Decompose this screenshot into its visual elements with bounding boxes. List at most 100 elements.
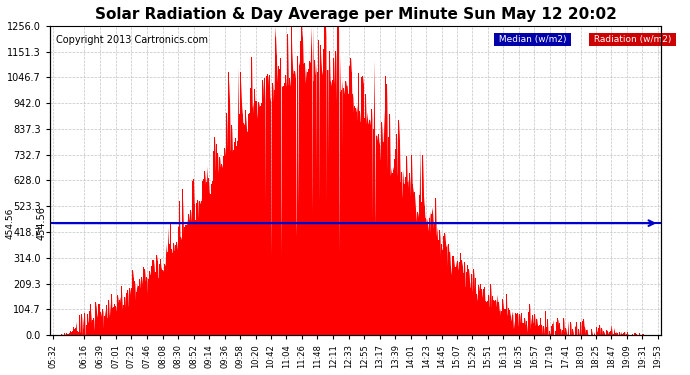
Bar — [279, 69, 280, 335]
Bar — [273, 101, 274, 335]
Bar — [368, 118, 369, 335]
Bar — [253, 117, 254, 335]
Bar — [206, 166, 207, 335]
Bar — [425, 218, 426, 335]
Bar — [386, 84, 387, 335]
Bar — [189, 220, 190, 335]
Bar — [288, 254, 289, 335]
Bar — [407, 182, 408, 335]
Bar — [457, 261, 458, 335]
Bar — [105, 309, 106, 335]
Bar — [534, 314, 535, 335]
Bar — [96, 312, 97, 335]
Bar — [454, 268, 455, 335]
Bar — [153, 260, 155, 335]
Bar — [264, 78, 265, 335]
Bar — [475, 298, 476, 335]
Bar — [132, 270, 133, 335]
Bar — [456, 271, 457, 335]
Bar — [167, 252, 168, 335]
Bar — [98, 304, 99, 335]
Bar — [203, 179, 204, 335]
Bar — [163, 270, 164, 335]
Bar — [318, 40, 319, 335]
Bar — [162, 270, 163, 335]
Bar — [319, 45, 321, 335]
Bar — [369, 120, 370, 335]
Bar — [354, 106, 355, 335]
Bar — [529, 304, 530, 335]
Bar — [408, 190, 409, 335]
Bar — [448, 253, 449, 335]
Bar — [69, 333, 70, 335]
Bar — [229, 103, 230, 335]
Bar — [520, 323, 521, 335]
Bar — [580, 322, 581, 335]
Bar — [208, 191, 210, 335]
Bar — [518, 326, 519, 335]
Bar — [216, 144, 217, 335]
Text: 454.56: 454.56 — [6, 207, 14, 239]
Bar — [231, 125, 232, 335]
Bar — [357, 128, 358, 335]
Bar — [419, 195, 420, 335]
Bar — [250, 88, 251, 335]
Bar — [398, 120, 399, 335]
Bar — [171, 249, 172, 335]
Bar — [526, 327, 527, 335]
Bar — [137, 289, 138, 335]
Bar — [403, 169, 404, 335]
Bar — [128, 307, 129, 335]
Bar — [125, 308, 126, 335]
Bar — [376, 134, 377, 335]
Bar — [480, 298, 481, 335]
Bar — [578, 330, 579, 335]
Bar — [81, 315, 82, 335]
Bar — [227, 149, 228, 335]
Bar — [190, 210, 191, 335]
Bar — [594, 334, 595, 335]
Bar — [282, 87, 283, 335]
Bar — [642, 334, 643, 335]
Bar — [634, 333, 635, 335]
Bar — [510, 316, 511, 335]
Bar — [164, 264, 165, 335]
Bar — [278, 66, 279, 335]
Bar — [440, 256, 441, 335]
Bar — [264, 100, 266, 335]
Bar — [380, 160, 381, 335]
Bar — [224, 148, 225, 335]
Bar — [415, 213, 416, 335]
Bar — [111, 294, 112, 335]
Bar — [118, 303, 119, 335]
Bar — [127, 290, 128, 335]
Bar — [328, 186, 329, 335]
Bar — [256, 101, 257, 335]
Bar — [316, 198, 317, 335]
Bar — [514, 320, 515, 335]
Bar — [266, 76, 267, 335]
Bar — [333, 58, 334, 335]
Bar — [532, 315, 533, 335]
Bar — [295, 78, 296, 335]
Bar — [570, 326, 571, 335]
Bar — [609, 332, 610, 335]
Bar — [325, 46, 326, 335]
Bar — [608, 334, 609, 335]
Bar — [289, 78, 290, 335]
Bar — [269, 75, 270, 335]
Bar — [180, 237, 181, 335]
Bar — [74, 334, 75, 335]
Bar — [584, 328, 585, 335]
Bar — [138, 286, 139, 335]
Bar — [306, 83, 307, 335]
Bar — [214, 176, 215, 335]
Bar — [329, 51, 330, 335]
Bar — [469, 281, 470, 335]
Bar — [274, 90, 275, 335]
Bar — [427, 225, 428, 335]
Bar — [331, 86, 332, 335]
Bar — [110, 321, 111, 335]
Bar — [67, 334, 68, 335]
Bar — [435, 198, 436, 335]
